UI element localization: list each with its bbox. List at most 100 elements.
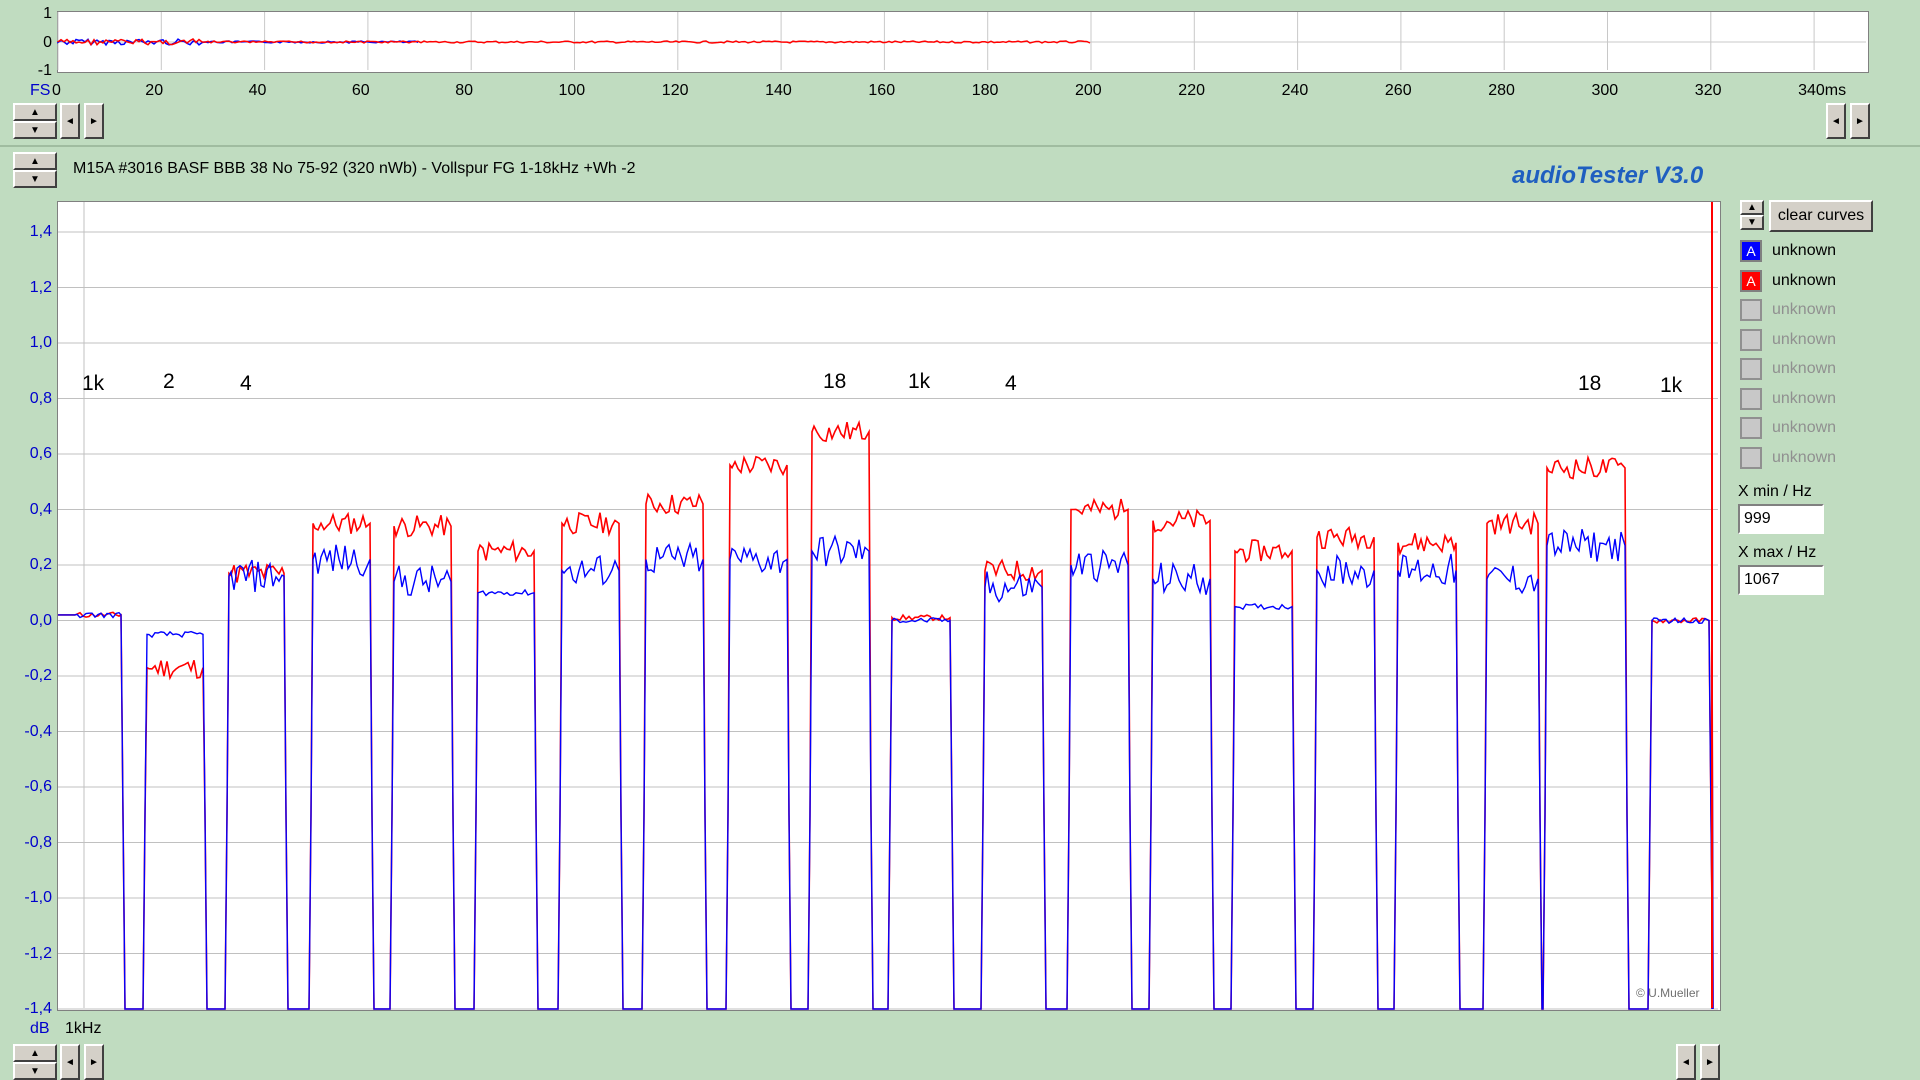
annotation-1k-a: 1k <box>82 372 105 395</box>
app-brand: audioTester V3.0 <box>1512 162 1704 189</box>
main-y-tick: -0,6 <box>24 778 52 795</box>
overview-x-tick: 60 <box>351 82 370 99</box>
overview-x-tick: 80 <box>455 82 473 99</box>
overview-y-tick: 0 <box>43 34 52 51</box>
main-y-tick: -1,0 <box>24 889 52 906</box>
curve-mark: A <box>1746 243 1756 259</box>
overview-scroll-left-button[interactable]: ◄ <box>1826 103 1846 139</box>
xmin-label: X min / Hz <box>1738 483 1812 500</box>
annotation-2: 2 <box>163 370 175 393</box>
annotation-4-b: 4 <box>1005 372 1017 395</box>
measurement-title: M15A #3016 BASF BBB 38 No 75-92 (320 nWb… <box>73 160 636 177</box>
overview-scroll-right-button[interactable]: ► <box>1850 103 1870 139</box>
overview-y-tick: -1 <box>37 62 52 79</box>
main-y-tick: 0,8 <box>29 389 52 407</box>
main-y-tick: -0,4 <box>24 722 52 740</box>
curve-toggle-checkbox[interactable] <box>1740 446 1762 469</box>
fs-label: FS <box>30 82 51 99</box>
spin-down-button[interactable]: ▼ <box>13 121 57 139</box>
scroll-left-button[interactable]: ◄ <box>60 103 80 139</box>
main-scroll-left-button[interactable]: ◄ <box>1676 1044 1696 1080</box>
overview-x-tick: 280 <box>1488 82 1515 99</box>
main-y-tick: -1,2 <box>24 944 52 962</box>
overview-x-tick: 320 <box>1694 82 1722 99</box>
overview-x-tick: 260 <box>1384 82 1412 99</box>
legend-label: unknown <box>1772 301 1837 318</box>
overview-x-tick: 200 <box>1075 82 1102 99</box>
overview-x-tick: 140 <box>765 82 792 99</box>
annotation-18-a: 18 <box>823 370 847 393</box>
annotation-1k-b: 1k <box>908 370 931 393</box>
main-y-tick: -1,4 <box>24 1000 52 1017</box>
main-y-tick: 1,0 <box>29 334 52 351</box>
spin-up-button[interactable]: ▲ <box>13 152 57 170</box>
main-plot[interactable] <box>57 201 1721 1011</box>
legend-label: unknown <box>1772 242 1837 259</box>
legend-row[interactable]: unknown <box>1740 327 1836 353</box>
overview-zoom-spinner[interactable]: ▲ ▼ <box>13 103 57 139</box>
curve-toggle-checkbox[interactable] <box>1740 299 1762 321</box>
spin-down-button[interactable]: ▼ <box>1740 215 1764 230</box>
annotation-4-a: 4 <box>240 372 252 395</box>
overview-y-tick: 1 <box>43 5 52 22</box>
bottom-scroll-left-button[interactable]: ◄ <box>60 1044 80 1080</box>
spin-up-button[interactable]: ▲ <box>1740 200 1764 215</box>
legend-row[interactable]: unknown <box>1740 356 1836 382</box>
main-y-tick: -0,8 <box>24 833 52 851</box>
main-y-tick: 1,4 <box>29 223 52 240</box>
scroll-right-button[interactable]: ► <box>84 103 104 139</box>
curve-toggle-checkbox[interactable] <box>1740 387 1762 410</box>
bottom-zoom-spinner[interactable]: ▲ ▼ <box>13 1044 57 1080</box>
curve-toggle-checkbox[interactable] <box>1740 328 1762 351</box>
main-y-tick: 0,0 <box>29 611 52 629</box>
overview-plot[interactable] <box>57 11 1869 73</box>
overview-x-tick: 40 <box>248 82 267 99</box>
curve-toggle-checkbox[interactable] <box>1740 358 1762 380</box>
main-scroll-right-button[interactable]: ► <box>1700 1044 1720 1080</box>
legend-label: unknown <box>1772 419 1837 436</box>
panel-separator <box>0 145 1920 147</box>
overview-x-tick: 300 <box>1591 82 1619 99</box>
x-axis-label: 1kHz <box>65 1020 102 1037</box>
y-unit-label: dB <box>30 1020 50 1037</box>
legend-label: unknown <box>1772 448 1837 466</box>
annotation-18-b: 18 <box>1578 372 1602 395</box>
main-y-tick: 0,6 <box>29 445 52 462</box>
legend-row[interactable]: unknown <box>1740 297 1836 323</box>
clear-curves-button[interactable]: clear curves <box>1769 200 1873 232</box>
curve-toggle-checkbox[interactable]: A <box>1740 269 1762 292</box>
spin-down-button[interactable]: ▼ <box>13 170 57 188</box>
main-y-tick: 1,2 <box>29 278 52 296</box>
overview-x-tick: 220 <box>1178 82 1205 99</box>
xmax-input[interactable] <box>1738 565 1824 595</box>
spin-down-button[interactable]: ▼ <box>13 1062 57 1080</box>
overview-x-tick: 160 <box>868 82 896 99</box>
bottom-scroll-right-button[interactable]: ► <box>84 1044 104 1080</box>
legend-spinner[interactable]: ▲ ▼ <box>1740 200 1764 230</box>
main-y-tick: 0,2 <box>29 556 52 573</box>
overview-x-tick: 120 <box>661 82 689 99</box>
overview-x-tick: 340ms <box>1798 82 1847 99</box>
curve-toggle-checkbox[interactable]: A <box>1740 240 1762 262</box>
xmin-input[interactable] <box>1738 504 1824 534</box>
main-zoom-spinner[interactable]: ▲ ▼ <box>13 152 57 188</box>
legend-row[interactable]: unknown <box>1740 386 1836 412</box>
curve-mark: A <box>1746 272 1756 289</box>
legend-row[interactable]: unknown <box>1740 415 1836 441</box>
legend-row[interactable]: unknown <box>1740 445 1836 471</box>
curve-toggle-checkbox[interactable] <box>1740 417 1762 439</box>
overview-x-tick: 240 <box>1281 82 1309 99</box>
overview-x-tick: 180 <box>971 82 999 99</box>
legend-label: unknown <box>1772 389 1837 407</box>
xmax-label: X max / Hz <box>1738 544 1817 561</box>
overview-x-tick: 0 <box>52 82 61 99</box>
legend-label: unknown <box>1772 360 1837 377</box>
legend-label: unknown <box>1772 330 1837 348</box>
annotation-1k-c: 1k <box>1660 374 1683 397</box>
spin-up-button[interactable]: ▲ <box>13 103 57 121</box>
overview-x-tick: 100 <box>558 82 586 99</box>
spin-up-button[interactable]: ▲ <box>13 1044 57 1062</box>
overview-x-tick: 20 <box>145 82 164 99</box>
